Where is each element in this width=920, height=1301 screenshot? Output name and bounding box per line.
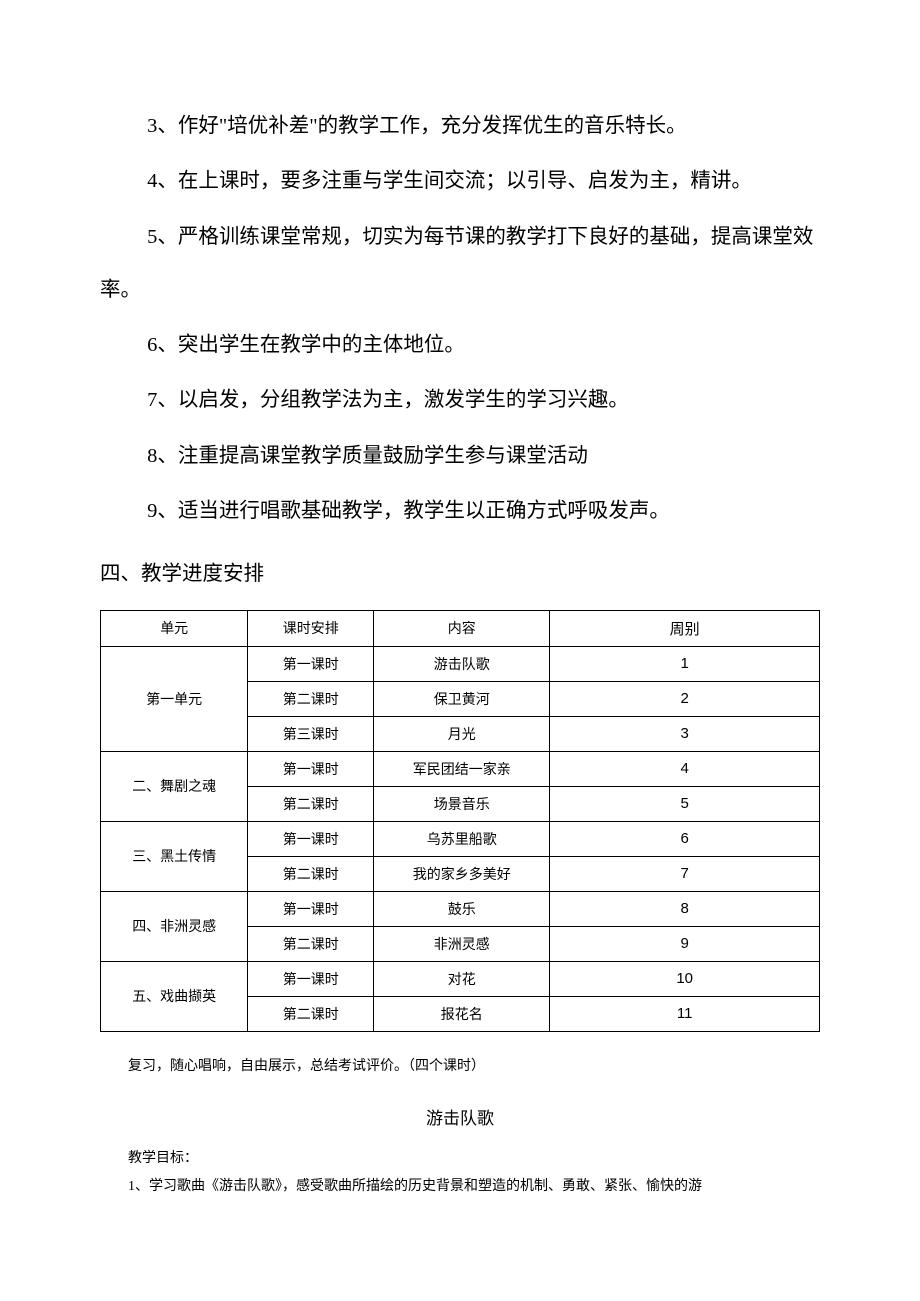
table-row: 二、舞剧之魂第一课时军民团结一家亲4 — [101, 751, 820, 786]
cell-content: 乌苏里船歌 — [374, 821, 550, 856]
cell-week: 11 — [550, 996, 820, 1031]
cell-content: 游击队歌 — [374, 646, 550, 681]
cell-period: 第一课时 — [248, 891, 374, 926]
cell-content: 保卫黄河 — [374, 681, 550, 716]
cell-content: 我的家乡多美好 — [374, 856, 550, 891]
table-row: 第一单元第一课时游击队歌1 — [101, 646, 820, 681]
table-row: 四、非洲灵感第一课时鼓乐8 — [101, 891, 820, 926]
lesson-goal-1: 1、学习歌曲《游击队歌》，感受歌曲所描绘的历史背景和塑造的机制、勇敢、紧张、愉快… — [100, 1173, 820, 1201]
table-row: 五、戏曲撷英第一课时对花10 — [101, 961, 820, 996]
cell-week: 5 — [550, 786, 820, 821]
cell-content: 鼓乐 — [374, 891, 550, 926]
table-row: 三、黑土传情第一课时乌苏里船歌6 — [101, 821, 820, 856]
col-header-unit: 单元 — [101, 610, 248, 646]
cell-unit: 三、黑土传情 — [101, 821, 248, 891]
cell-period: 第一课时 — [248, 961, 374, 996]
cell-unit: 五、戏曲撷英 — [101, 961, 248, 1031]
cell-period: 第一课时 — [248, 646, 374, 681]
cell-week: 3 — [550, 716, 820, 751]
paragraph-7: 7、以启发，分组教学法为主，激发学生的学习兴趣。 — [100, 374, 820, 427]
col-header-content: 内容 — [374, 610, 550, 646]
lesson-goal-label: 教学目标： — [100, 1145, 820, 1173]
paragraph-6: 6、突出学生在教学中的主体地位。 — [100, 319, 820, 372]
cell-period: 第二课时 — [248, 996, 374, 1031]
cell-content: 场景音乐 — [374, 786, 550, 821]
cell-unit: 第一单元 — [101, 646, 248, 751]
cell-content: 月光 — [374, 716, 550, 751]
cell-week: 10 — [550, 961, 820, 996]
cell-period: 第二课时 — [248, 786, 374, 821]
cell-content: 军民团结一家亲 — [374, 751, 550, 786]
table-header-row: 单元 课时安排 内容 周别 — [101, 610, 820, 646]
cell-content: 非洲灵感 — [374, 926, 550, 961]
cell-week: 6 — [550, 821, 820, 856]
schedule-table: 单元 课时安排 内容 周别 第一单元第一课时游击队歌1第二课时保卫黄河2第三课时… — [100, 610, 820, 1032]
cell-unit: 二、舞剧之魂 — [101, 751, 248, 821]
paragraph-3: 3、作好"培优补差"的教学工作，充分发挥优生的音乐特长。 — [100, 100, 820, 153]
cell-week: 8 — [550, 891, 820, 926]
lesson-title: 游击队歌 — [100, 1104, 820, 1129]
cell-week: 9 — [550, 926, 820, 961]
below-table-note: 复习，随心唱响，自由展示，总结考试评价。（四个课时） — [100, 1054, 820, 1081]
paragraph-8: 8、注重提高课堂教学质量鼓励学生参与课堂活动 — [100, 430, 820, 483]
cell-content: 报花名 — [374, 996, 550, 1031]
cell-week: 7 — [550, 856, 820, 891]
col-header-week: 周别 — [550, 610, 820, 646]
cell-period: 第一课时 — [248, 751, 374, 786]
cell-week: 1 — [550, 646, 820, 681]
paragraph-4: 4、在上课时，要多注重与学生间交流；以引导、启发为主，精讲。 — [100, 155, 820, 208]
section-4-heading: 四、教学进度安排 — [100, 548, 820, 601]
paragraph-5: 5、严格训练课堂常规，切实为每节课的教学打下良好的基础，提高课堂效率。 — [100, 211, 820, 318]
cell-period: 第二课时 — [248, 681, 374, 716]
cell-period: 第三课时 — [248, 716, 374, 751]
cell-period: 第二课时 — [248, 926, 374, 961]
cell-week: 2 — [550, 681, 820, 716]
paragraph-9: 9、适当进行唱歌基础教学，教学生以正确方式呼吸发声。 — [100, 485, 820, 538]
cell-content: 对花 — [374, 961, 550, 996]
col-header-period: 课时安排 — [248, 610, 374, 646]
cell-period: 第二课时 — [248, 856, 374, 891]
cell-unit: 四、非洲灵感 — [101, 891, 248, 961]
cell-period: 第一课时 — [248, 821, 374, 856]
cell-week: 4 — [550, 751, 820, 786]
